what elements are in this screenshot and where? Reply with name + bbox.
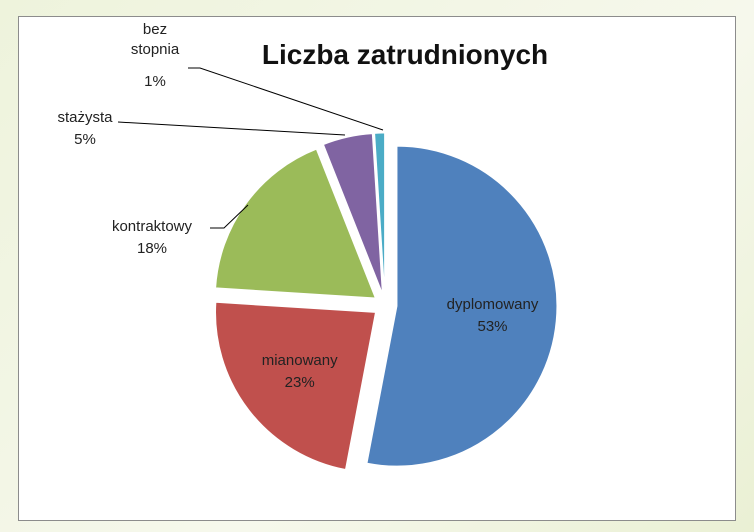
slice-value-label: 23% <box>284 374 315 392</box>
pie-slice <box>366 145 558 467</box>
leader-line <box>188 67 384 131</box>
slice-label: mianowany <box>261 352 338 370</box>
pie-slice <box>374 132 386 294</box>
leader-line <box>117 121 346 136</box>
slice-value-label: 18% <box>136 240 168 257</box>
pie-slice <box>322 133 383 294</box>
leader-line <box>210 204 249 229</box>
slice-label: dyplomowany <box>446 296 539 314</box>
slice-label: kontraktowy <box>111 218 193 235</box>
pie-slice <box>215 148 377 299</box>
slice-value-label: 1% <box>144 73 166 90</box>
slice-label: bez stopnia <box>130 21 180 58</box>
chart-title: Liczba zatrudnionych <box>261 39 549 70</box>
pie-slice <box>215 301 377 471</box>
slice-value-label: 53% <box>477 318 508 336</box>
slice-value-label: 5% <box>74 131 96 148</box>
slice-label: stażysta <box>57 109 113 126</box>
